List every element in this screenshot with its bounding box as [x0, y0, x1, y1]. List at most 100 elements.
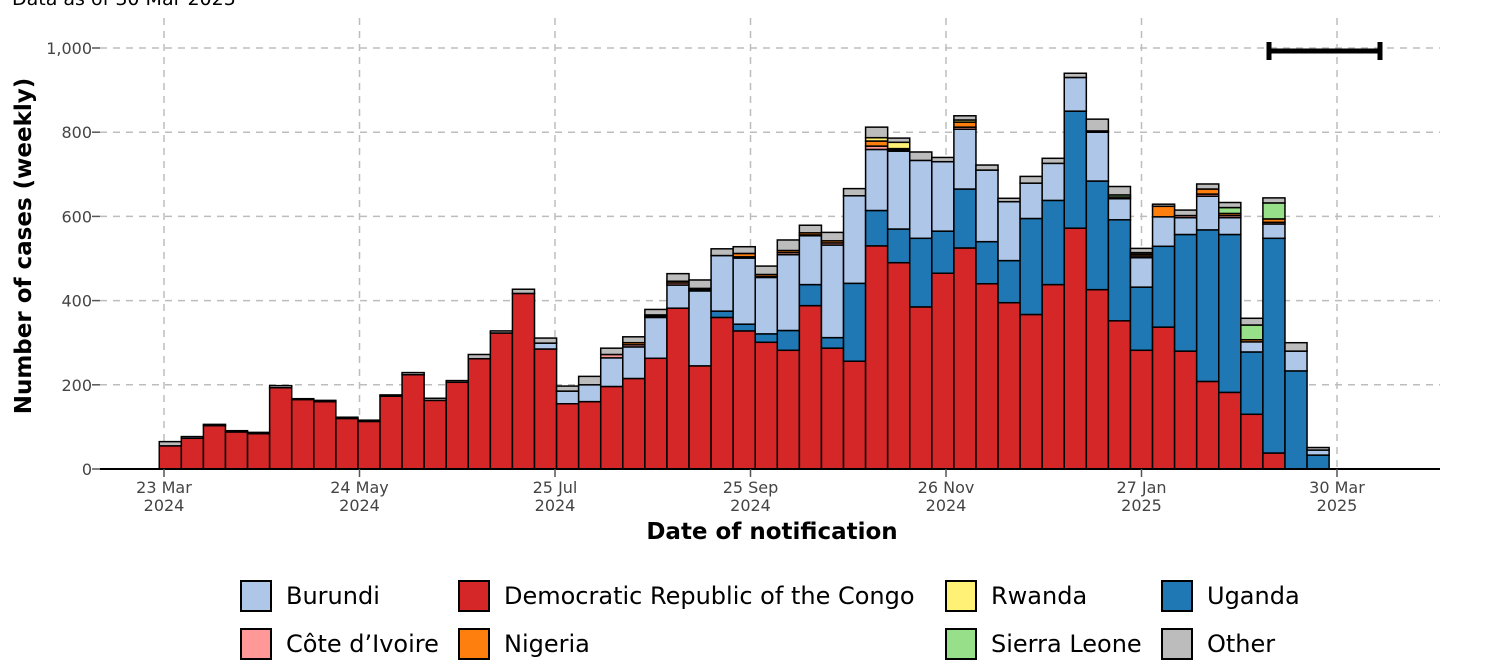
- bar-segment: [445, 379, 470, 384]
- bar-segment: [246, 432, 271, 470]
- bar-segment: [1085, 118, 1110, 132]
- bar-segment: [908, 159, 933, 240]
- bar-segment: [997, 301, 1021, 470]
- y-axis-title: Number of cases (weekly): [11, 78, 37, 415]
- bar-segment: [290, 397, 315, 401]
- bar-segment: [975, 240, 999, 285]
- bar-segment: [997, 200, 1021, 262]
- bar-segment: [842, 360, 867, 470]
- bar-segment: [1240, 341, 1264, 353]
- bar-segment: [1063, 76, 1088, 112]
- x-tick-label: 26 Nov: [918, 478, 975, 497]
- bar-segment: [158, 445, 183, 470]
- bar-segment: [335, 416, 359, 420]
- bar-segment: [1262, 197, 1286, 204]
- bar-segment: [953, 247, 977, 470]
- bar-segment: [776, 253, 801, 332]
- bar-segment: [313, 399, 337, 403]
- bar-segment: [1041, 157, 1065, 165]
- bar-segment: [644, 316, 668, 360]
- bar-segment: [864, 126, 889, 139]
- bar-segment: [577, 384, 602, 403]
- bar-segment: [622, 377, 646, 470]
- bar-segment: [401, 371, 425, 376]
- bar-segment: [1195, 380, 1220, 470]
- bar-segment: [533, 337, 558, 344]
- bar-segment: [357, 420, 381, 470]
- bar-segment: [1262, 237, 1286, 454]
- bar-segment: [1218, 216, 1242, 236]
- bar-segment: [335, 417, 359, 470]
- bar-segment: [1195, 229, 1220, 383]
- bar-segment: [710, 254, 734, 312]
- bar-segment: [1151, 216, 1176, 248]
- bar-segment: [1107, 320, 1132, 470]
- bar-segment: [401, 373, 425, 470]
- bar-segment: [224, 429, 249, 433]
- bar-segment: [908, 306, 933, 470]
- bar-segment: [622, 336, 646, 344]
- bar-segment: [467, 357, 492, 470]
- bar-segment: [555, 402, 580, 470]
- bar-segment: [732, 245, 756, 255]
- bar-segment: [666, 284, 690, 309]
- bar-segment: [268, 384, 293, 389]
- y-tick-label: 1,000: [46, 39, 92, 58]
- x-tick-label: 25 Sep: [723, 478, 779, 497]
- bar-segment: [423, 399, 447, 470]
- bar-segment: [1129, 256, 1154, 288]
- bar-segment: [1218, 233, 1242, 394]
- bar-segment: [577, 375, 602, 386]
- bar-segment: [798, 235, 823, 286]
- bar-segment: [1063, 72, 1088, 79]
- bar-segment: [511, 288, 536, 295]
- bar-segment: [842, 187, 867, 197]
- bar-segment: [246, 431, 271, 435]
- bar-segment: [864, 245, 889, 470]
- bar-segment: [997, 197, 1021, 203]
- bar-segment: [379, 394, 403, 397]
- bar-segment: [754, 341, 779, 470]
- y-tick-label: 600: [61, 207, 92, 226]
- bar-segment: [1129, 349, 1154, 470]
- bar-segment: [1218, 206, 1242, 215]
- bar-segment: [975, 283, 999, 470]
- bar-segment: [1107, 219, 1132, 322]
- bar-segment: [1284, 350, 1308, 372]
- bar-segment: [1019, 217, 1043, 316]
- bar-segment: [886, 137, 911, 144]
- x-tick-label: 2025: [1317, 496, 1358, 515]
- bar-segment: [732, 323, 756, 332]
- bar-segment: [489, 332, 514, 470]
- bar-segment: [577, 400, 602, 470]
- bar-segment: [1019, 182, 1043, 220]
- bar-segment: [467, 353, 492, 360]
- bar-segment: [1041, 283, 1065, 470]
- bar-segment: [1262, 223, 1286, 240]
- bar-segment: [511, 292, 536, 470]
- bar-segment: [180, 437, 205, 470]
- bar-segment: [754, 276, 779, 335]
- bar-segment: [202, 424, 227, 470]
- bar-segment: [1085, 180, 1110, 291]
- bar-segment: [1085, 288, 1110, 470]
- bar-segment: [644, 357, 668, 470]
- bar-segment: [1262, 202, 1286, 220]
- bar-segment: [710, 310, 734, 319]
- bar-segment: [931, 160, 955, 232]
- bar-segment: [776, 329, 801, 352]
- bar-segment: [1063, 227, 1088, 470]
- bar-segment: [886, 228, 911, 264]
- bar-segment: [1306, 446, 1330, 451]
- bar-segment: [666, 272, 690, 282]
- bar-segment: [666, 307, 690, 470]
- bar-segment: [423, 397, 447, 402]
- bar-segment: [1195, 188, 1220, 195]
- bar-segment: [798, 283, 823, 307]
- bar-segment: [313, 400, 337, 470]
- bar-segment: [1173, 350, 1198, 470]
- bar-segment: [1041, 162, 1065, 202]
- bar-segment: [1129, 247, 1154, 254]
- bar-segment: [820, 336, 845, 349]
